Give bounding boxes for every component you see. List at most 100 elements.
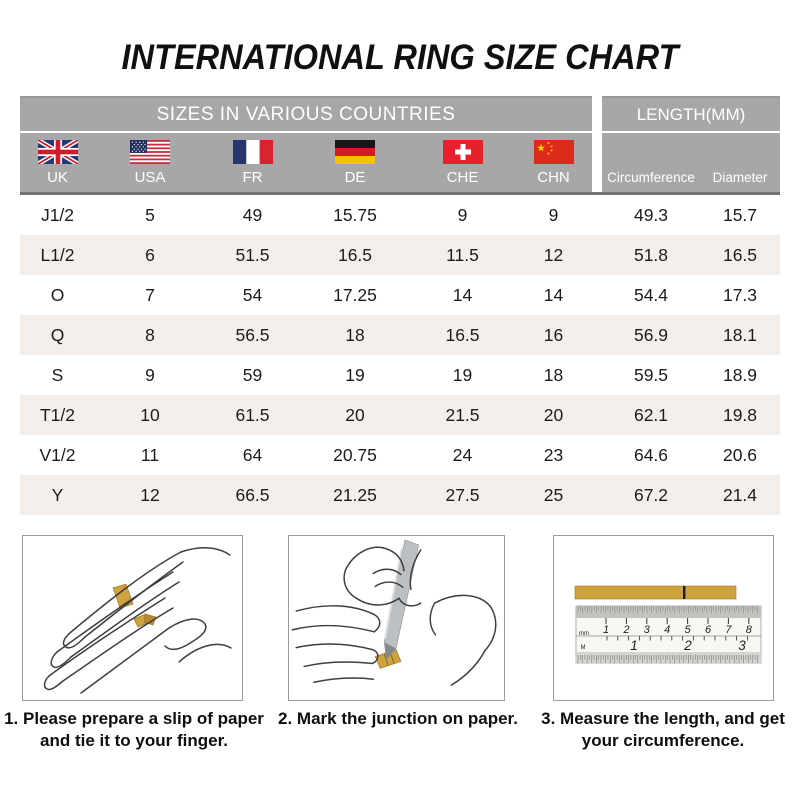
table-cell: 56.9 [633,324,669,345]
table-cell: 64 [242,444,263,465]
ruler-cm-ticks [605,618,750,624]
table-cell: 16.5 [337,244,373,265]
hand-with-paper-strip-drawing [43,547,232,694]
svg-text:mm: mm [579,631,589,637]
junction-mark [683,586,686,599]
table-cell: 59 [242,364,263,385]
table-row: Q 8 56.5 18 16.5 16 56.9 18.1 [20,315,780,355]
table-cell: 21.5 [445,404,480,425]
svg-text:M: M [581,645,586,651]
table-cell: 61.5 [235,404,270,425]
country-code-label: FR [242,169,263,186]
table-cell: 27.5 [445,484,480,505]
table-cell: 56.5 [235,324,270,345]
ring-size-table: SIZES IN VARIOUS COUNTRIES LENGTH(MM) UK [20,96,780,515]
table-cell: 19.8 [722,404,758,425]
table-cell: 7 [145,284,155,305]
column-header-chn: CHN [515,133,592,192]
table-cell: 20 [543,404,564,425]
table-cell: 12 [140,484,160,505]
table-cell: L1/2 [40,244,75,265]
table-cell: 51.5 [235,244,270,265]
uk-flag-icon [37,140,78,164]
table-cell: 54 [242,284,263,305]
step1-illustration [22,535,243,701]
step3-caption: 3. Measure the length, and get your circ… [541,709,785,751]
table-cell: 62.1 [633,404,669,425]
table-cell: 20.6 [722,444,758,465]
table-cell: 9 [457,204,468,225]
table-cell: 16.5 [722,244,758,265]
ruler-inch-ticks [606,636,748,641]
table-cell: 21.4 [722,484,758,505]
table-cell: V1/2 [39,444,76,465]
column-header-uk: UK [20,133,95,192]
svg-text:3: 3 [738,638,746,653]
table-flag-header-row: UK [20,133,780,195]
circumference-column-header: Circumference [607,170,695,185]
table-row: O 7 54 17.25 14 14 54.4 17.3 [20,275,780,315]
table-cell: 59.5 [633,364,669,385]
usa-flag-icon [130,140,170,164]
step1-caption: 1. Please prepare a slip of paper and ti… [4,709,264,751]
table-row: Y 12 66.5 21.25 27.5 25 67.2 21.4 [20,475,780,515]
table-group-header-row: SIZES IN VARIOUS COUNTRIES LENGTH(MM) [20,96,780,131]
ruler-cm-numbers: 1 2 3 4 5 6 7 8 mm [579,624,753,637]
table-cell: 5 [145,204,155,225]
header-divider-gap [592,133,602,192]
ruler-fine-ticks-bottom [577,655,758,663]
table-cell: J1/2 [40,204,75,225]
table-row: J1/2 5 49 15.75 9 9 49.3 15.7 [20,195,780,235]
svg-text:3: 3 [644,624,651,636]
table-cell: T1/2 [39,404,76,425]
table-cell: 19 [452,364,473,385]
svg-text:7: 7 [725,624,732,636]
page-title: INTERNATIONAL RING SIZE CHART [121,38,679,77]
table-cell: 64.6 [633,444,669,465]
sizes-group-header: SIZES IN VARIOUS COUNTRIES [20,96,592,131]
column-header-usa: USA [95,133,205,192]
table-cell: S [51,364,64,385]
table-cell: 18 [345,324,365,345]
svg-text:2: 2 [683,638,692,653]
switzerland-flag-icon [442,140,483,164]
column-header-fr: FR [205,133,300,192]
table-cell: 11 [140,444,160,465]
column-header-de: DE [300,133,410,192]
ruler-fine-ticks-top [577,606,758,613]
table-row: T1/2 10 61.5 20 21.5 20 62.1 19.8 [20,395,780,435]
table-cell: 49.3 [633,204,669,225]
table-cell: 17.25 [333,284,377,305]
china-flag-icon [533,140,574,164]
table-cell: 14 [543,284,564,305]
country-code-label: CHN [537,169,570,186]
marking-paper-with-pen-drawing [291,539,497,686]
table-cell: 25 [543,484,564,505]
step2-illustration [288,535,505,701]
table-cell: 6 [145,244,155,265]
table-cell: 18 [543,364,564,385]
header-divider-gap [592,96,602,131]
table-row: V1/2 11 64 20.75 24 23 64.6 20.6 [20,435,780,475]
table-cell: 15.7 [722,204,758,225]
diameter-column-header: Diameter [712,170,768,185]
table-cell: 17.3 [722,284,758,305]
length-group-header: LENGTH(MM) [602,96,780,131]
table-cell: 15.75 [333,204,377,225]
svg-text:5: 5 [685,624,692,636]
table-cell: 10 [140,404,160,425]
table-cell: 19 [345,364,365,385]
table-cell: 23 [543,444,564,465]
table-cell: 20 [345,404,365,425]
france-flag-icon [232,140,273,164]
table-body: J1/2 5 49 15.75 9 9 49.3 15.7 L1/2 6 51.5 16.5 11.5 1… [20,195,780,515]
table-row: L1/2 6 51.5 16.5 11.5 12 51.8 16.5 [20,235,780,275]
table-cell: 16.5 [445,324,480,345]
svg-text:1: 1 [630,638,638,653]
step3-illustration: 1 2 3 4 5 6 7 8 mm 1 2 3 M [553,535,774,701]
table-cell: 20.75 [333,444,377,465]
table-cell: 8 [145,324,155,345]
country-code-label: CHE [446,169,479,186]
column-header-che: CHE [410,133,515,192]
